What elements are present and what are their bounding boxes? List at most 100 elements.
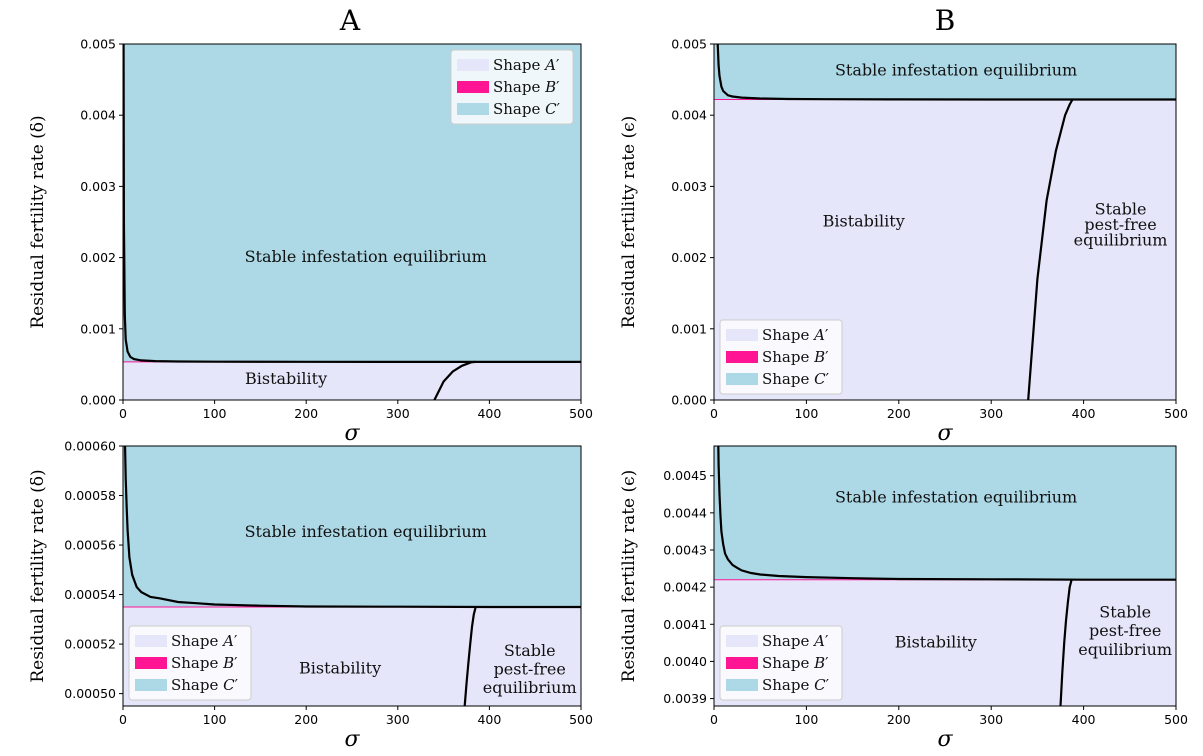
x-tick-label: 100 (203, 712, 227, 727)
legend-swatch (457, 81, 489, 93)
legend: Shape A′ Shape B′ Shape C′ (719, 625, 843, 701)
y-axis-label: Residual fertility rate (δ) (28, 469, 48, 682)
y-tick-label: 0.0039 (663, 691, 707, 706)
legend-swatch (726, 635, 758, 647)
y-tick-label: 0.00052 (64, 637, 116, 652)
y-tick-label: 0.005 (671, 37, 707, 52)
legend: Shape A′ Shape B′ Shape C′ (450, 49, 574, 125)
legend-swatch (457, 59, 489, 71)
y-tick-label: 0.002 (671, 250, 707, 265)
x-tick-label: 500 (1164, 406, 1188, 421)
region-label: Stable (504, 641, 556, 660)
column-title-a: A (339, 4, 361, 37)
legend-label: Shape A′ (493, 56, 560, 74)
y-tick-label: 0.00050 (64, 686, 116, 701)
region-shape-c (123, 446, 581, 607)
y-tick-label: 0.0040 (663, 654, 707, 669)
x-tick-label: 0 (119, 712, 127, 727)
legend-label: Shape B′ (171, 654, 238, 672)
region-label: Stable (1099, 603, 1151, 622)
region-shape-c (714, 44, 1176, 100)
region-label: Stable (1095, 199, 1147, 218)
x-tick-label: 500 (569, 712, 593, 727)
x-tick-label: 200 (294, 406, 318, 421)
plot-frame (122, 445, 582, 707)
legend-swatch (135, 679, 167, 691)
x-tick-label: 200 (887, 712, 911, 727)
region-label: Bistability (823, 212, 905, 231)
x-axis-label: σ (344, 421, 360, 446)
y-axis-label: Residual fertility rate (ϵ) (619, 470, 639, 683)
x-axis-label: σ (344, 727, 360, 752)
boundary-curve-upper (123, 446, 581, 609)
legend-label: Shape B′ (493, 78, 560, 96)
x-tick-label: 300 (386, 406, 410, 421)
boundary-curve-lower (463, 606, 477, 706)
x-tick-label: 500 (569, 406, 593, 421)
legend-label: Shape C′ (762, 370, 830, 388)
legend-label: Shape A′ (762, 326, 829, 344)
y-tick-label: 0.00060 (64, 439, 116, 454)
panel-A-top: Stable infestation equilibrium Bistabilit… (28, 37, 593, 447)
x-tick-label: 100 (794, 712, 818, 727)
panel-B-bottom: Stable infestation equilibrium Bistabilit… (619, 445, 1188, 752)
plot-frame (713, 445, 1177, 707)
x-tick-label: 300 (386, 712, 410, 727)
legend-label: Shape A′ (171, 632, 238, 650)
region-label: Bistability (895, 632, 977, 651)
plot-frame (122, 43, 582, 401)
y-tick-label: 0.004 (671, 108, 707, 123)
x-axis-label: σ (937, 727, 953, 752)
y-tick-label: 0.0042 (663, 580, 707, 595)
x-tick-label: 300 (979, 406, 1003, 421)
y-tick-label: 0.005 (80, 37, 116, 52)
region-label: pest-free (1089, 621, 1161, 640)
boundary-curve-lower (1027, 98, 1074, 400)
x-tick-label: 500 (1164, 712, 1188, 727)
y-tick-label: 0.000 (671, 393, 707, 408)
x-tick-label: 100 (203, 406, 227, 421)
plot-frame (713, 43, 1177, 401)
region-label: pest-free (494, 660, 566, 679)
region-label: Stable infestation equilibrium (245, 247, 487, 266)
legend-label: Shape C′ (762, 676, 830, 694)
region-shape-a (123, 361, 581, 400)
x-tick-label: 0 (710, 712, 718, 727)
region-label: Stable infestation equilibrium (245, 522, 487, 541)
x-tick-label: 0 (710, 406, 718, 421)
boundary-curve-lower (1059, 579, 1073, 706)
boundary-curve-upper (123, 44, 581, 363)
y-tick-label: 0.002 (80, 250, 116, 265)
y-tick-label: 0.00056 (64, 538, 116, 553)
x-tick-label: 400 (477, 712, 501, 727)
legend-swatch (726, 657, 758, 669)
legend-swatch (726, 329, 758, 341)
legend-label: Shape B′ (762, 654, 829, 672)
panel-B-top: Stable infestation equilibrium Bistabilit… (619, 37, 1188, 447)
y-tick-label: 0.0041 (663, 617, 707, 632)
legend-swatch (726, 351, 758, 363)
y-tick-label: 0.0043 (663, 543, 707, 558)
boundary-curve-upper (717, 446, 1176, 581)
y-tick-label: 0.001 (80, 321, 116, 336)
legend-label: Shape C′ (493, 100, 561, 118)
x-tick-label: 100 (794, 406, 818, 421)
region-label: Bistability (245, 369, 327, 388)
legend-swatch (135, 657, 167, 669)
y-tick-label: 0.00054 (64, 587, 116, 602)
y-tick-label: 0.003 (671, 179, 707, 194)
x-tick-label: 200 (294, 712, 318, 727)
legend: Shape A′ Shape B′ Shape C′ (128, 625, 252, 701)
legend-label: Shape B′ (762, 348, 829, 366)
legend-swatch (726, 679, 758, 691)
legend: Shape A′ Shape B′ Shape C′ (719, 319, 843, 395)
y-axis-label: Residual fertility rate (ϵ) (619, 116, 639, 329)
region-label: equilibrium (1074, 231, 1168, 250)
y-tick-label: 0.001 (671, 321, 707, 336)
y-tick-label: 0.004 (80, 108, 116, 123)
boundary-curve-upper (716, 44, 1176, 101)
region-shape-c (714, 446, 1176, 580)
x-tick-label: 400 (477, 406, 501, 421)
y-axis-label: Residual fertility rate (δ) (28, 115, 48, 328)
